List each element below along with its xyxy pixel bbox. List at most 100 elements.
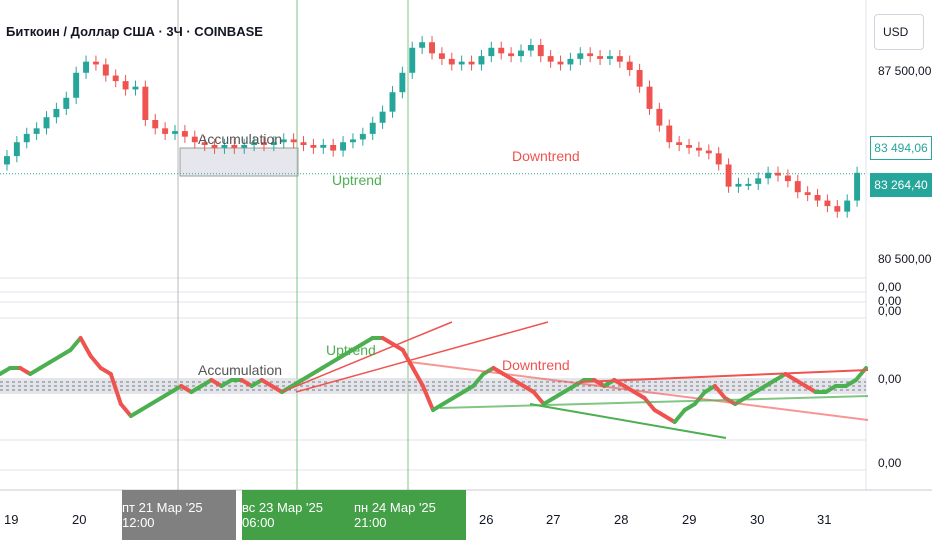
trendline-down-2 <box>579 369 869 383</box>
candle <box>359 133 366 140</box>
candle <box>606 56 613 59</box>
candle <box>626 61 633 70</box>
trendline-support-1 <box>439 395 869 409</box>
candle <box>330 145 337 151</box>
candle <box>854 172 861 201</box>
candle <box>646 86 653 109</box>
candle <box>804 192 811 195</box>
candle <box>102 64 109 76</box>
oscillator-segment <box>78 336 93 358</box>
candle <box>478 56 485 65</box>
indicator-label-3: 0,00 <box>878 304 902 318</box>
trendline-down-1 <box>409 361 869 421</box>
currency-button[interactable]: USD <box>874 14 924 50</box>
candle <box>498 47 505 54</box>
time-range-start-label: вс 23 Мар '25 06:00 <box>242 490 354 540</box>
candle <box>597 56 604 59</box>
candle <box>409 47 416 73</box>
price-marker-upper: 83 494,06 <box>870 136 932 160</box>
oscillator-segment <box>118 402 133 418</box>
candle <box>191 136 198 143</box>
time-label-20: 20 <box>72 512 87 527</box>
candle <box>63 97 70 109</box>
candle <box>834 206 841 212</box>
price-label-top: 87 500,00 <box>878 64 932 78</box>
osc-annotation-uptrend: Uptrend <box>326 342 376 358</box>
candle <box>656 108 663 126</box>
candle <box>557 61 564 65</box>
candle <box>310 145 317 148</box>
candle <box>616 56 623 62</box>
candle <box>231 145 238 148</box>
candle <box>23 133 30 143</box>
candle <box>695 147 702 151</box>
candle <box>399 72 406 93</box>
candle <box>508 53 515 57</box>
oscillator-segment <box>108 372 123 406</box>
candle <box>251 142 258 145</box>
candle <box>211 145 218 148</box>
candle <box>755 178 762 184</box>
candle <box>794 181 801 193</box>
candle <box>438 53 445 59</box>
oscillator-segment <box>672 408 687 424</box>
candle <box>201 142 208 145</box>
candle <box>83 61 90 73</box>
time-label-28: 28 <box>614 512 629 527</box>
annotation-accumulation: Accumulation <box>198 131 283 147</box>
oscillator-low-label: 0,00 <box>878 456 902 470</box>
candle <box>715 153 722 165</box>
candle <box>33 128 40 134</box>
candle <box>537 45 544 57</box>
oscillator-segment <box>88 354 103 370</box>
oscillator-segment <box>410 366 425 388</box>
candle <box>162 128 169 134</box>
candle <box>636 70 643 87</box>
time-label-27: 27 <box>546 512 561 527</box>
candle <box>241 145 248 148</box>
oscillator-segment <box>531 390 546 406</box>
candle <box>320 145 327 148</box>
time-label-30: 30 <box>750 512 765 527</box>
candle <box>666 125 673 143</box>
candle <box>735 183 742 187</box>
osc-annotation-accumulation: Accumulation <box>198 362 283 378</box>
candle <box>389 92 396 112</box>
time-crosshair-label: пт 21 Мар '25 12:00 <box>122 490 236 540</box>
candle <box>221 145 228 148</box>
candle <box>488 47 495 57</box>
candle <box>300 142 307 145</box>
trendline-up-1 <box>281 321 453 393</box>
candle <box>92 61 99 65</box>
candle <box>705 150 712 154</box>
candle <box>340 142 347 151</box>
candle <box>112 75 119 82</box>
price-marker-current: 83 264,40 <box>870 173 932 197</box>
time-range-end-label: пн 24 Мар '25 21:00 <box>354 490 466 540</box>
candle <box>814 195 821 201</box>
candle <box>43 117 50 129</box>
candle <box>429 42 435 54</box>
candle <box>349 139 356 143</box>
candle <box>172 131 178 134</box>
accumulation-zone <box>179 147 299 177</box>
candle <box>745 183 752 186</box>
candle <box>824 200 831 207</box>
candle <box>290 139 297 143</box>
candle <box>527 45 534 51</box>
candle <box>369 122 376 134</box>
candle <box>468 61 475 65</box>
candle <box>132 86 139 90</box>
candle <box>567 58 574 65</box>
time-label-19: 19 <box>4 512 19 527</box>
oscillator-segment <box>712 384 728 400</box>
time-label-29: 29 <box>682 512 697 527</box>
candle <box>53 108 60 118</box>
oscillator-segment <box>642 396 657 412</box>
oscillator-zero-label: 0,00 <box>878 372 902 386</box>
candle <box>784 175 791 182</box>
time-label-26: 26 <box>479 512 494 527</box>
indicator-label-1: 0,00 <box>878 280 902 294</box>
candle <box>725 164 732 187</box>
